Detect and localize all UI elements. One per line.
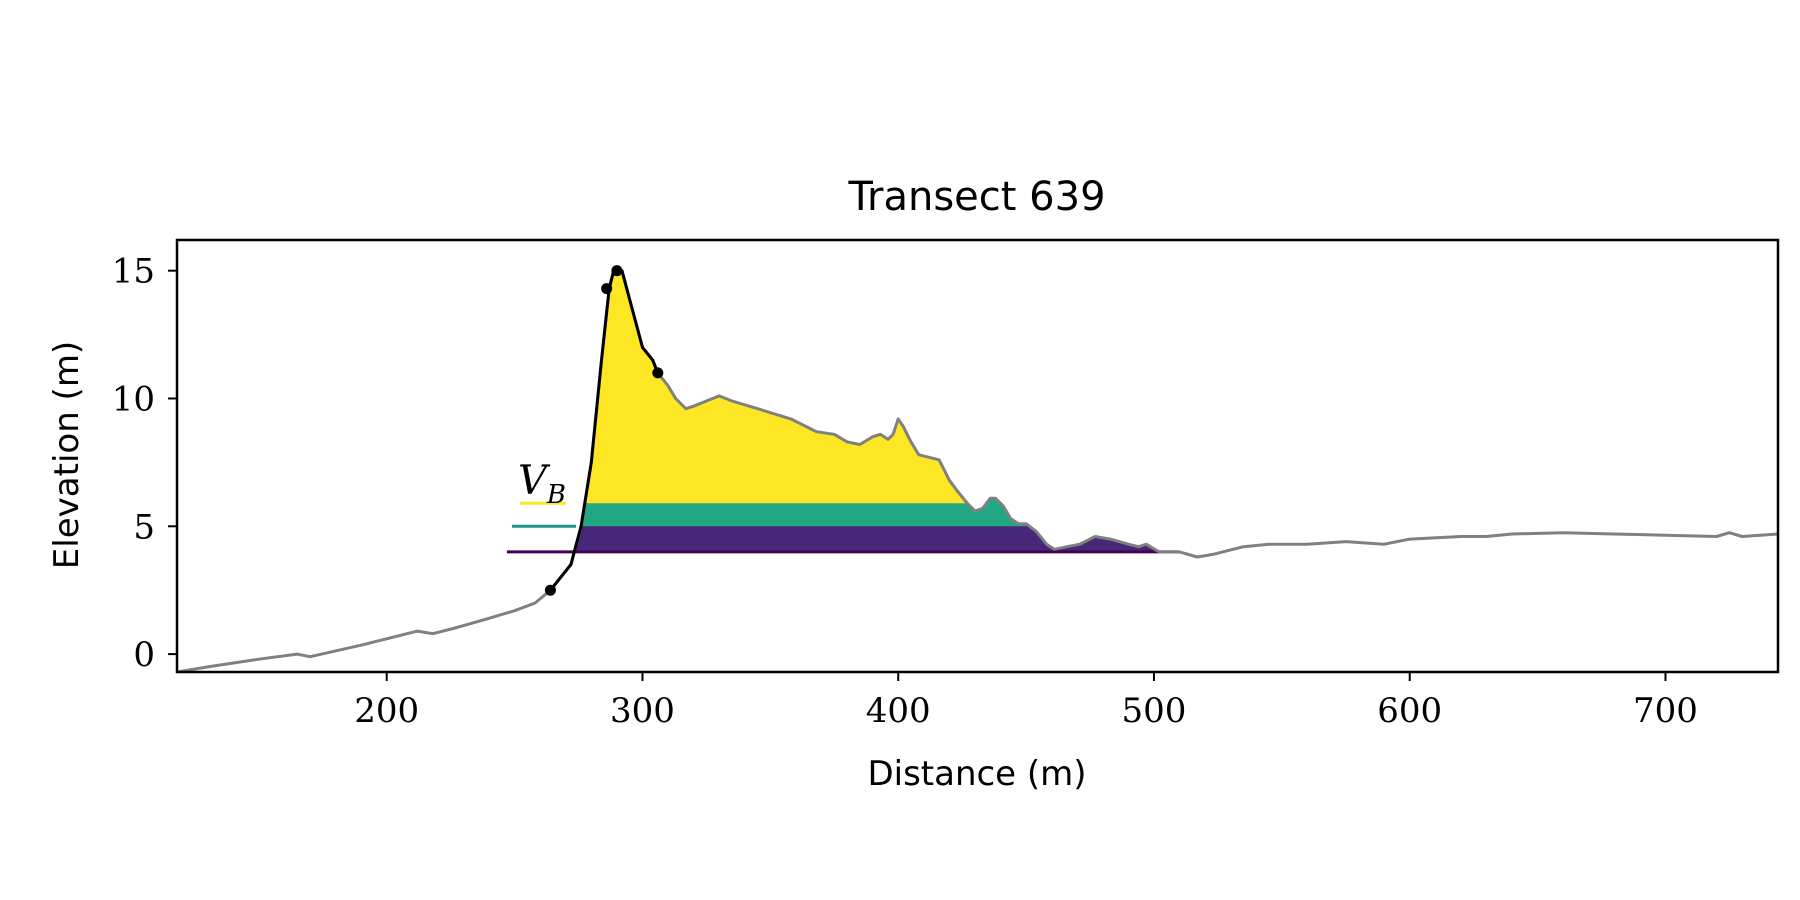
x-axis-label: Distance (m) (867, 754, 1086, 794)
y-axis-label: Elevation (m) (47, 341, 87, 569)
volume-layer-3 (584, 268, 968, 504)
marker-point-3 (611, 265, 623, 277)
vb-annotation-subscript: B (546, 480, 566, 510)
y-tick-label: 5 (133, 507, 155, 547)
y-tick-label: 10 (112, 379, 155, 419)
x-tick-label: 500 (1122, 691, 1187, 731)
x-tick-label: 400 (866, 691, 931, 731)
x-tick-label: 300 (610, 691, 675, 731)
plot-frame (175, 238, 1780, 674)
vb-annotation-main: V (518, 458, 551, 504)
y-tick-label: 0 (133, 635, 155, 675)
scarp-line (549, 266, 660, 592)
plot-area (177, 265, 1778, 672)
vb-annotation: VB (518, 458, 566, 510)
x-tick-label: 600 (1377, 691, 1442, 731)
marker-point-1 (544, 584, 556, 596)
marker-point-2 (601, 283, 613, 295)
y-tick-label: 15 (112, 252, 155, 292)
chart-title: Transect 639 (847, 174, 1105, 220)
x-tick-label: 700 (1633, 691, 1698, 731)
axis-ticks: 200 300 400 500 600 700 0 5 10 15 (112, 252, 1698, 731)
profile-line (177, 266, 1778, 672)
x-tick-label: 200 (354, 691, 419, 731)
marker-point-4 (652, 367, 664, 379)
